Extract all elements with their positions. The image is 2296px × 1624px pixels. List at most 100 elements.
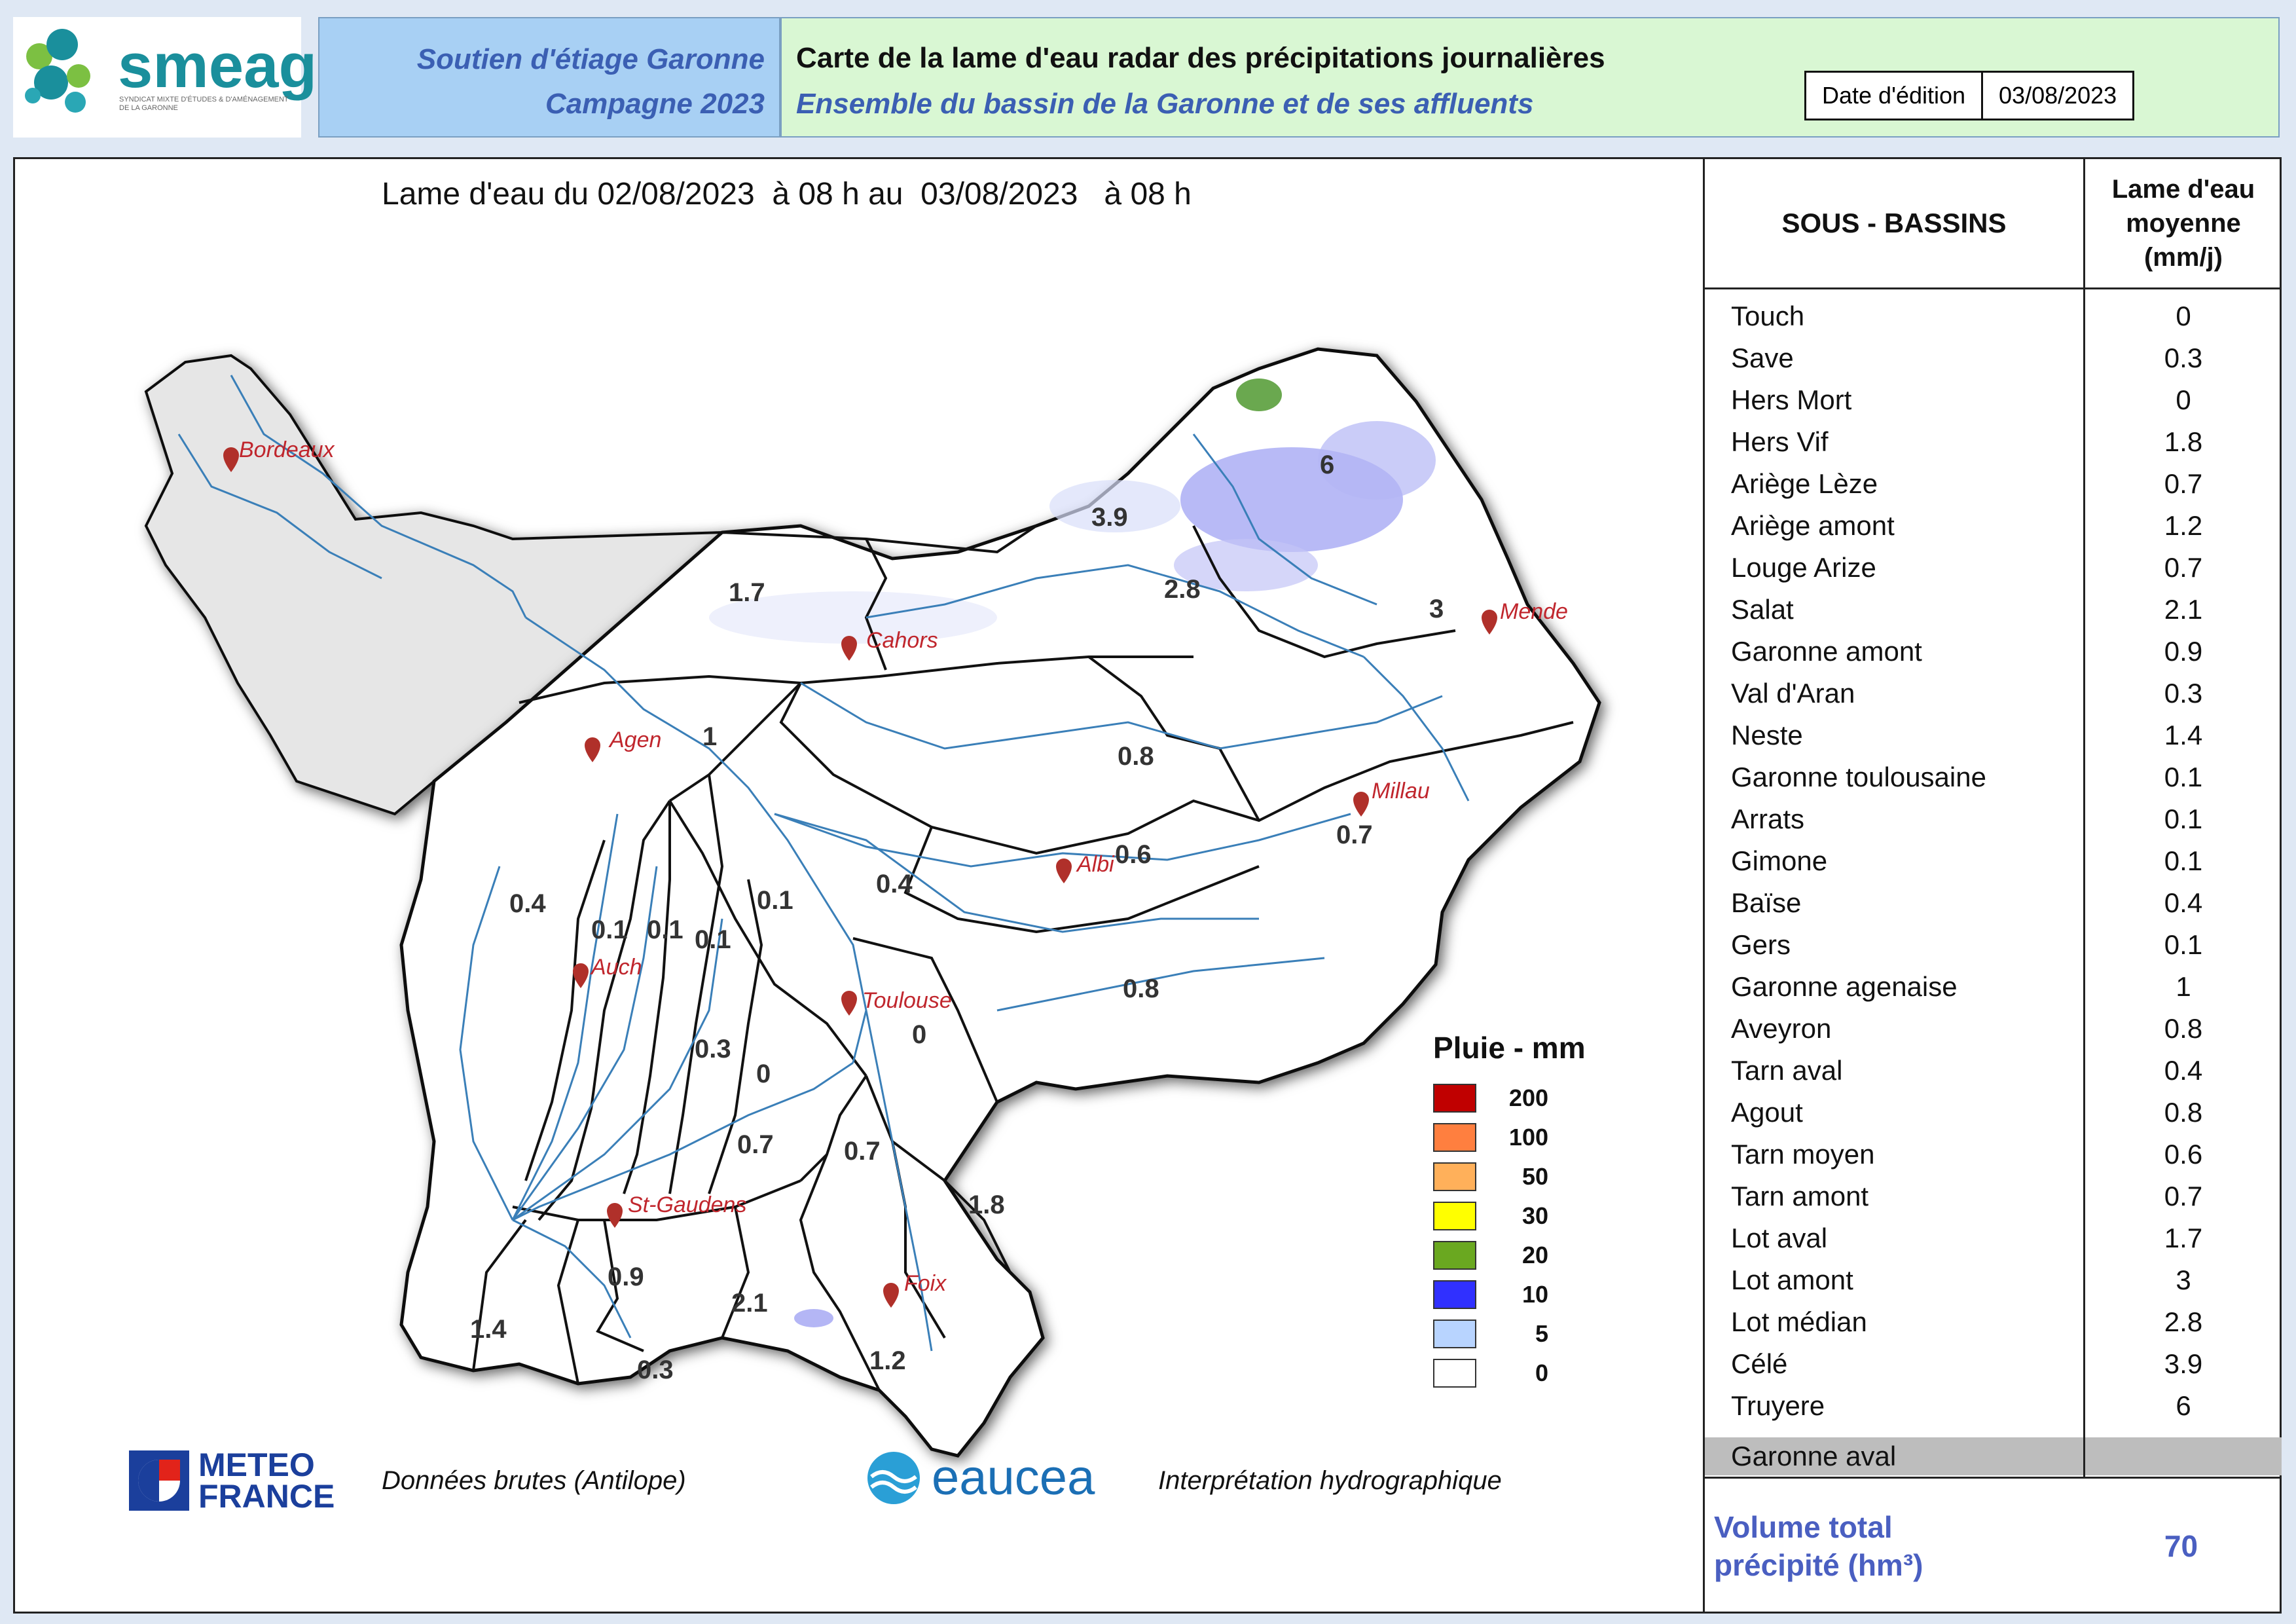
legend-value: 0	[1535, 1359, 1548, 1386]
row-name: Val d'Aran	[1705, 673, 2085, 714]
city-foix[interactable]: Foix	[883, 1271, 947, 1308]
basin-value: 1.7	[729, 578, 765, 607]
legend-swatch	[1433, 1320, 1476, 1348]
basin-value: 3.9	[1091, 503, 1128, 532]
table-row: Tarn aval 0.4	[1705, 1050, 2282, 1092]
row-name: Salat	[1705, 589, 2085, 631]
table-row: Ariège amont 1.2	[1705, 505, 2282, 547]
city-markers: Bordeaux Cahors Agen Mende Millau Albi A…	[223, 437, 1568, 1308]
row-name: Garonne agenaise	[1705, 966, 2085, 1008]
row-name: Ariège amont	[1705, 505, 2085, 547]
smeag-logo-text: smeag	[118, 31, 318, 101]
eaucea-text: eaucea	[932, 1450, 1095, 1505]
row-value: 1.8	[2164, 426, 2203, 457]
table-row: Aveyron 0.8	[1705, 1008, 2282, 1050]
city-label: Agen	[608, 728, 661, 752]
legend-item: 50	[1433, 1157, 1630, 1196]
row-value: 0.8	[2164, 1013, 2203, 1044]
city-toulouse[interactable]: Toulouse	[841, 988, 952, 1016]
legend-value: 30	[1522, 1202, 1548, 1229]
table-row: Gimone 0.1	[1705, 840, 2282, 882]
row-name: Louge Arize	[1705, 547, 2085, 589]
table-row: Arrats 0.1	[1705, 798, 2282, 840]
basin-value: 0.4	[509, 889, 546, 918]
row-name: Gimone	[1705, 840, 2085, 882]
row-value: 0.3	[2164, 342, 2203, 373]
basin-value: 0	[756, 1060, 771, 1088]
garonne-basin	[399, 347, 1601, 1458]
table-header: SOUS - BASSINS Lame d'eau moyenne (mm/j)	[1705, 159, 2282, 289]
basin-value: 0.7	[844, 1137, 881, 1166]
volume-label-line: Volume total	[1714, 1510, 1893, 1544]
volume-label-line: précipité (hm³)	[1714, 1548, 1923, 1582]
table-row: Agout 0.8	[1705, 1092, 2282, 1134]
city-label: Bordeaux	[239, 437, 335, 462]
row-value: 0.7	[2164, 552, 2203, 583]
row-name: Save	[1705, 337, 2085, 379]
city-label: Millau	[1372, 779, 1430, 803]
meteo-france-icon	[129, 1450, 189, 1511]
city-bordeaux[interactable]: Bordeaux	[223, 437, 335, 472]
row-value: 0.1	[2164, 845, 2203, 876]
legend-swatch	[1433, 1280, 1476, 1309]
row-name: Lot médian	[1705, 1301, 2085, 1343]
table-row: Célé 3.9	[1705, 1343, 2282, 1385]
smeag-logo-mark	[25, 29, 90, 113]
row-value: 1.2	[2164, 510, 2203, 541]
city-agen[interactable]: Agen	[585, 728, 661, 762]
table-row: Save 0.3	[1705, 337, 2282, 379]
legend-value: 5	[1535, 1320, 1548, 1347]
campaign-year: Campagne 2023	[545, 88, 765, 120]
legend-value: 100	[1508, 1124, 1548, 1151]
table-row: Lot aval 1.7	[1705, 1217, 2282, 1259]
sub-basin-boundaries	[472, 525, 1574, 1391]
basin-value: 0.7	[1336, 821, 1373, 849]
row-value: 0.4	[2164, 887, 2203, 918]
legend-item: 10	[1433, 1275, 1630, 1314]
eaucea-caption: Interprétation hydrographique	[1158, 1466, 1502, 1495]
eaucea-icon	[867, 1451, 920, 1504]
row-value: 2.1	[2164, 594, 2203, 625]
row-name: Célé	[1705, 1343, 2085, 1385]
table-row: Lot médian 2.8	[1705, 1301, 2282, 1343]
city-auch[interactable]: Auch	[573, 955, 642, 988]
basin-value: 1.4	[470, 1315, 507, 1344]
city-st-gaudens[interactable]: St-Gaudens	[607, 1192, 746, 1228]
row-value: 1	[2176, 971, 2191, 1002]
meteo-caption: Données brutes (Antilope)	[382, 1466, 686, 1495]
table-row: Tarn amont 0.7	[1705, 1175, 2282, 1217]
legend-swatch	[1433, 1084, 1476, 1113]
legend-item: 20	[1433, 1236, 1630, 1275]
city-albi[interactable]: Albi	[1056, 852, 1115, 883]
row-name: Neste	[1705, 714, 2085, 756]
legend-value: 200	[1508, 1084, 1548, 1111]
edition-date-value: 03/08/2023	[1999, 82, 2117, 109]
row-value: 0.4	[2164, 1055, 2203, 1086]
table-row: Louge Arize 0.7	[1705, 547, 2282, 589]
map-title: Lame d'eau du 02/08/2023 à 08 h au 03/08…	[382, 177, 1192, 212]
table-row: Tarn moyen 0.6	[1705, 1134, 2282, 1175]
basin-map: 6 3.9 2.8 1.7 3 1 0.8 0.4 0.1 0.1 0.1 0.…	[144, 347, 1601, 1458]
row-name: Aveyron	[1705, 1008, 2085, 1050]
city-mende[interactable]: Mende	[1482, 599, 1568, 635]
city-cahors[interactable]: Cahors	[841, 628, 938, 661]
basin-value: 0.8	[1123, 974, 1159, 1003]
legend-swatch	[1433, 1202, 1476, 1230]
row-name: Ariège Lèze	[1705, 463, 2085, 505]
row-name: Baïse	[1705, 882, 2085, 924]
row-value: 1.7	[2164, 1223, 2203, 1253]
smeag-logo-subtext: SYNDICAT MIXTE D'ÉTUDES & D'AMÉNAGEMENT …	[119, 96, 289, 112]
city-label: Auch	[590, 955, 642, 980]
basin-value: 3	[1429, 595, 1444, 623]
legend-swatch	[1433, 1359, 1476, 1388]
basin-value: 0.6	[1115, 840, 1152, 869]
legend-value: 20	[1522, 1242, 1548, 1268]
row-value: 0.3	[2164, 678, 2203, 709]
row-name: Tarn aval	[1705, 1050, 2085, 1092]
legend-swatch	[1433, 1241, 1476, 1270]
total-volume-value: 70	[2164, 1529, 2198, 1563]
city-millau[interactable]: Millau	[1353, 779, 1430, 817]
row-value: 2.8	[2164, 1306, 2203, 1337]
row-name: Tarn amont	[1705, 1175, 2085, 1217]
main-panel: Lame d'eau du 02/08/2023 à 08 h au 03/08…	[13, 157, 2282, 1614]
